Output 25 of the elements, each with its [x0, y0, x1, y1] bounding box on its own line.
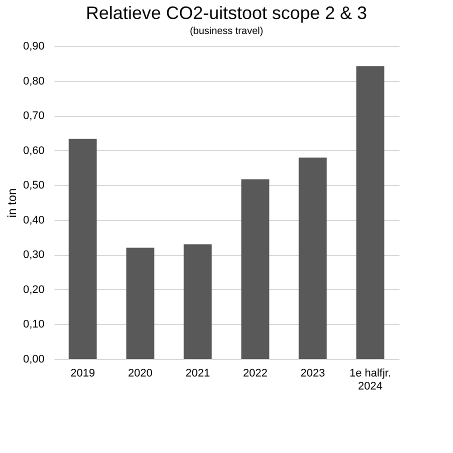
- bar: [356, 66, 384, 359]
- y-tick-label: 0,10: [23, 318, 44, 331]
- y-tick-label: 0,40: [23, 214, 44, 226]
- y-tick-label: 0,90: [23, 40, 44, 52]
- y-tick-label: 0,60: [23, 144, 44, 157]
- x-tick-label: 1e halfjr. 2024: [349, 368, 392, 392]
- y-tick-label: 0,30: [23, 249, 44, 262]
- x-tick-label: 2023: [300, 368, 325, 380]
- x-tick-label: 2021: [186, 368, 210, 380]
- y-tick-label: 0,20: [23, 284, 44, 296]
- bar: [68, 138, 97, 359]
- bar: [241, 179, 270, 359]
- bar: [126, 248, 154, 359]
- chart-subtitle: (business travel): [190, 26, 264, 37]
- x-tick-label: 2022: [243, 368, 268, 380]
- y-tick-label: 0,50: [23, 180, 44, 192]
- x-tick-label: 2019: [70, 368, 95, 380]
- bar: [184, 244, 212, 359]
- y-tick-label: 0,00: [23, 354, 44, 366]
- y-tick-label: 0,80: [23, 75, 44, 88]
- y-axis-title: in ton: [5, 188, 20, 218]
- chart-title: Relatieve CO2-uitstoot scope 2 & 3: [86, 3, 368, 23]
- y-tick-label: 0,70: [23, 110, 44, 122]
- x-tick-label: 2020: [128, 368, 152, 380]
- bar: [298, 158, 327, 359]
